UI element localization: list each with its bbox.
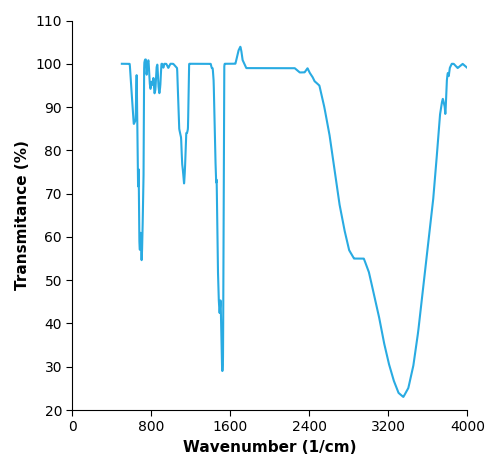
X-axis label: Wavenumber (1/cm): Wavenumber (1/cm): [183, 440, 356, 455]
Y-axis label: Transmitance (%): Transmitance (%): [15, 141, 30, 290]
